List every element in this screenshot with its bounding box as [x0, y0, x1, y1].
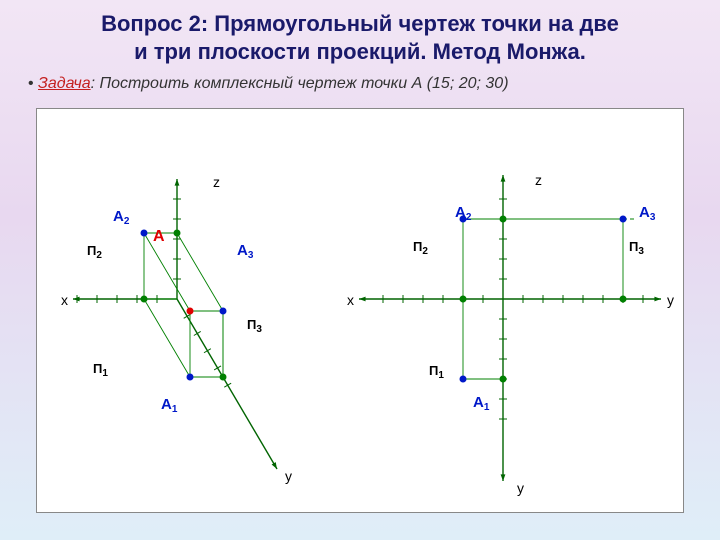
svg-text:y: y [667, 292, 674, 308]
svg-text:П2: П2 [87, 243, 102, 261]
svg-text:z: z [213, 174, 220, 190]
svg-text:А2: А2 [113, 208, 130, 227]
page-title: Вопрос 2: Прямоугольный чертеж точки на … [0, 0, 720, 69]
diagram-canvas: z x y П2 П1 П3 А2 А3 А1 Аz x y y П1 П2 П3 А1 А2 А3 [36, 108, 684, 513]
svg-text:z: z [535, 172, 542, 188]
svg-text:П2: П2 [413, 239, 428, 257]
right-diagram: z x y y П1 П2 П3 А1 А2 А3 [347, 172, 674, 496]
svg-text:А3: А3 [639, 204, 656, 223]
svg-text:y: y [285, 468, 292, 484]
title-l2: и три плоскости проекций. Метод Монжа. [134, 39, 586, 64]
svg-text:А1: А1 [473, 394, 490, 413]
svg-text:П1: П1 [429, 363, 444, 381]
svg-text:П3: П3 [247, 317, 262, 335]
task-line: • Задача: Построить комплексный чертеж т… [0, 69, 720, 97]
svg-text:П1: П1 [93, 361, 108, 379]
svg-text:y: y [517, 480, 524, 496]
svg-text:А: А [153, 228, 165, 245]
svg-text:А3: А3 [237, 242, 254, 261]
svg-text:А1: А1 [161, 396, 178, 415]
left-diagram: z x y П2 П1 П3 А2 А3 А1 А [61, 174, 292, 484]
svg-text:x: x [347, 292, 354, 308]
diagram-svg: z x y П2 П1 П3 А2 А3 А1 Аz x y y П1 П2 П3 А1 А2 А3 [37, 109, 685, 514]
title-l1: Вопрос 2: Прямоугольный чертеж точки на … [101, 11, 619, 36]
svg-text:П3: П3 [629, 239, 644, 257]
task-label: Задача [38, 75, 91, 92]
task-rest: : Построить комплексный чертеж точки А (… [91, 75, 509, 92]
svg-text:А2: А2 [455, 204, 472, 223]
svg-text:x: x [61, 292, 68, 308]
